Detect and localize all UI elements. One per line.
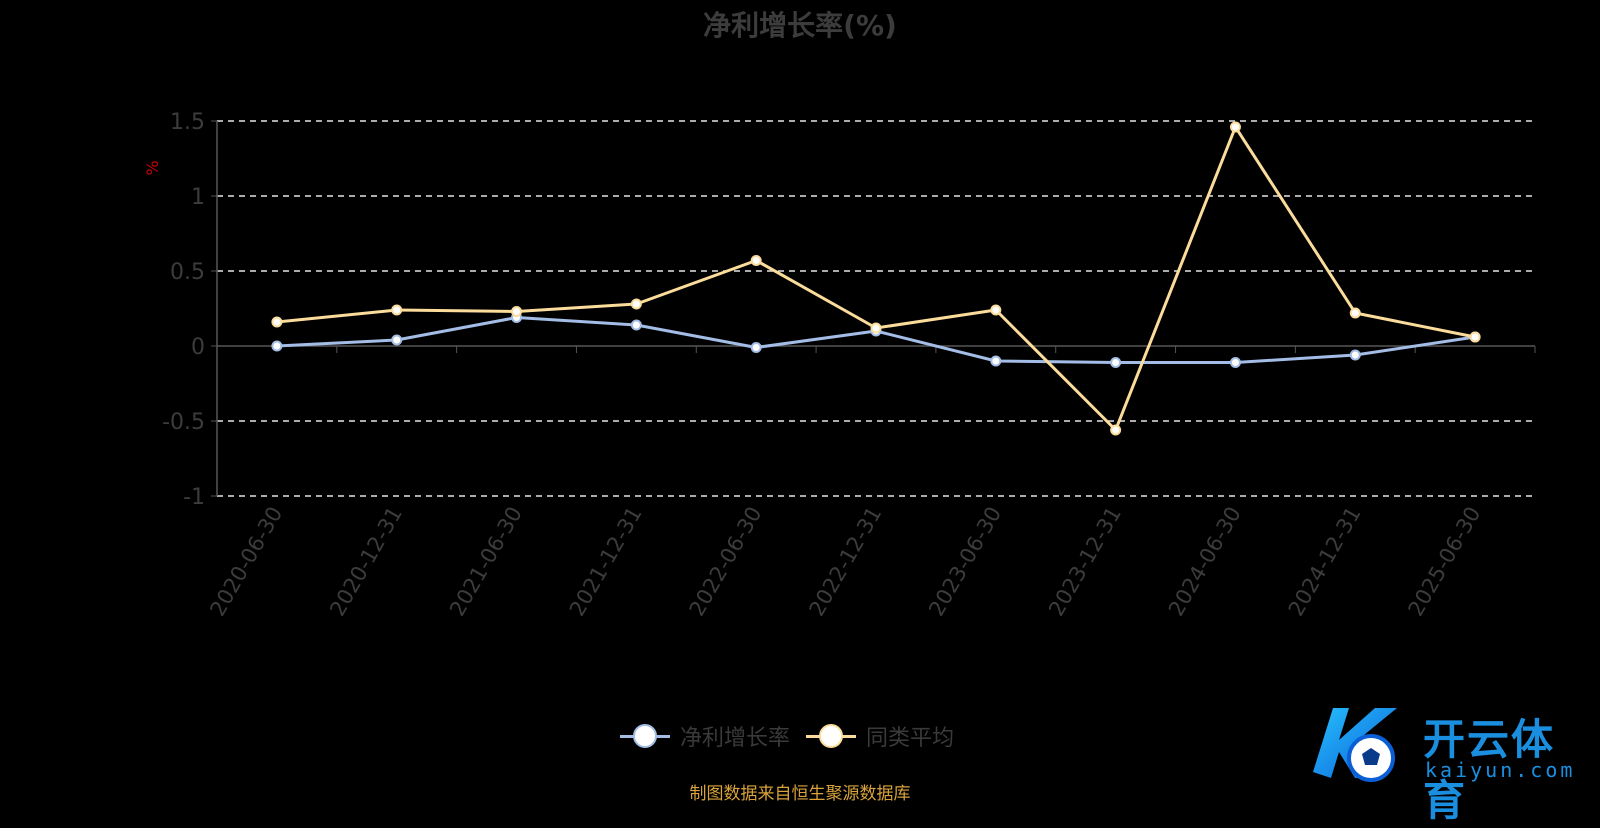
series-line-1 xyxy=(276,125,1476,432)
x-tick-label-6: 2023-06-30 xyxy=(924,502,1006,620)
y-tick-label-0: 1.5 xyxy=(170,110,205,135)
series-1-point-4 xyxy=(750,255,762,266)
x-tick-label-7: 2023-12-31 xyxy=(1044,503,1126,621)
legend-label-peer-average: 同类平均 xyxy=(866,726,955,751)
y-tick-label-2: 0.5 xyxy=(170,260,205,285)
series-0-point-6 xyxy=(990,355,1002,367)
series-0-point-9 xyxy=(1349,349,1361,361)
y-axis-unit-label: % xyxy=(143,160,162,175)
x-tick-label-9: 2024-12-31 xyxy=(1284,503,1366,621)
series-0-point-3 xyxy=(630,319,642,331)
series-1-point-5 xyxy=(870,322,882,334)
x-tick-label-3: 2021-12-31 xyxy=(565,503,647,621)
logo-domain: kaiyun.com xyxy=(1425,758,1576,782)
series-1-point-1 xyxy=(391,304,403,316)
series-1-point-0 xyxy=(271,316,283,328)
chart-legend: 净利增长率 同类平均 xyxy=(620,718,970,754)
legend-label-net-profit-growth: 净利增长率 xyxy=(680,726,791,751)
x-tick-label-10: 2025-06-30 xyxy=(1404,503,1486,621)
series-1-point-3 xyxy=(630,298,642,310)
series-0-point-1 xyxy=(391,334,403,346)
series-0-point-7 xyxy=(1110,357,1122,368)
series-0-point-4 xyxy=(750,342,762,353)
x-tick-label-8: 2024-06-30 xyxy=(1164,503,1246,621)
data-source-note: 制图数据来自恒生聚源数据库 xyxy=(689,784,911,804)
x-tick-label-0: 2020-06-30 xyxy=(205,503,287,621)
x-tick-label-1: 2020-12-31 xyxy=(325,503,407,621)
legend-item-net-profit-growth[interactable]: 净利增长率 xyxy=(620,720,790,752)
y-tick-label-5: -1 xyxy=(183,485,205,510)
y-tick-label-4: -0.5 xyxy=(162,410,205,435)
kaiyun-k-logo-icon xyxy=(1313,708,1397,782)
series-1-point-9 xyxy=(1349,307,1361,319)
legend-item-peer-average[interactable]: 同类平均 xyxy=(806,720,954,752)
series-1-point-10 xyxy=(1469,331,1481,343)
chart-title: 净利增长率(%) xyxy=(703,9,897,42)
line-chart: 1.5 1 0.5 0 -0.5 -1% 2020-06-30 2020-12-31 2021-… xyxy=(143,110,1536,621)
series-1-point-8 xyxy=(1229,121,1241,133)
series-0-point-8 xyxy=(1229,357,1241,368)
x-tick-label-4: 2022-06-30 xyxy=(685,503,767,621)
series-1-point-7 xyxy=(1110,424,1122,436)
brand-logo: 开云体育 kaiyun.com xyxy=(1305,700,1595,825)
y-tick-label-1: 1 xyxy=(191,185,205,210)
series-1-point-6 xyxy=(990,304,1002,316)
y-tick-label-3: 0 xyxy=(191,335,205,360)
series-0-point-0 xyxy=(271,340,283,352)
series-1-point-2 xyxy=(511,306,523,317)
legend-marker-net-profit-growth xyxy=(620,722,670,750)
x-tick-label-2: 2021-06-30 xyxy=(445,503,527,621)
legend-marker-peer-average xyxy=(806,722,857,750)
x-tick-label-5: 2022-12-31 xyxy=(805,503,887,621)
